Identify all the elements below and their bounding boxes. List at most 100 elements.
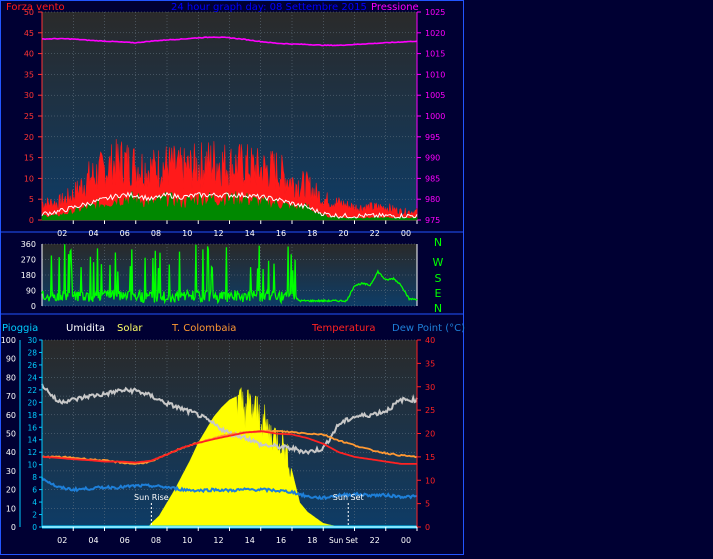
- compass-label-e: E: [435, 287, 442, 300]
- mid-tick-label: 14: [27, 436, 37, 445]
- temp-humidity-panel: 0102030405060708090100024681012141618202…: [1, 323, 465, 545]
- legend-label-3: T. Colombaia: [171, 323, 236, 334]
- temp-xtick-label: 02: [57, 536, 67, 545]
- mid-tick-label: 10: [27, 461, 37, 470]
- direction-tick-label: 0: [31, 302, 36, 311]
- wind-tick-label: 5: [29, 195, 34, 204]
- rain-tick-label: 0: [11, 523, 16, 532]
- pressure-tick-label: 990: [425, 154, 440, 163]
- rain-tick-label: 80: [6, 373, 16, 382]
- wind-xtick-label: 22: [370, 229, 380, 238]
- compass-label-n: N: [434, 236, 442, 249]
- dew-point-series: [41, 477, 418, 501]
- rain-tick-label: 10: [6, 504, 16, 513]
- wind-xtick-label: 12: [213, 229, 223, 238]
- temp-xtick-label: Sun Set: [329, 536, 358, 545]
- temp-tick-label: 5: [425, 500, 430, 509]
- pressure-tick-label: 1000: [425, 112, 445, 121]
- temp-xtick-label: 18: [307, 536, 317, 545]
- mid-tick-label: 26: [27, 361, 37, 370]
- wind-mean-line: [41, 191, 418, 219]
- mid-tick-label: 18: [27, 411, 37, 420]
- legend-label-2: Solar: [117, 323, 143, 334]
- temp-tick-label: 30: [425, 383, 435, 392]
- wind-tick-label: 40: [24, 50, 34, 59]
- mid-tick-label: 6: [32, 486, 37, 495]
- wind-xtick-label: 14: [245, 229, 255, 238]
- mid-tick-label: 30: [27, 336, 37, 345]
- wind-tick-label: 10: [24, 174, 34, 183]
- pressure-tick-label: 1025: [425, 8, 445, 17]
- temp-tick-label: 25: [425, 406, 435, 415]
- temp-tick-label: 20: [425, 430, 435, 439]
- pressure-series: [41, 36, 418, 47]
- pressure-label: Pressione: [371, 2, 419, 13]
- wind-xtick-label: 10: [182, 229, 192, 238]
- temp-tick-label: 0: [425, 523, 430, 532]
- temp-xtick-label: 16: [276, 536, 286, 545]
- rain-tick-label: 60: [6, 411, 16, 420]
- temp-xtick-label: 22: [370, 536, 380, 545]
- mid-tick-label: 20: [27, 398, 37, 407]
- rain-tick-label: 50: [6, 430, 16, 439]
- wind-tick-label: 35: [24, 70, 34, 79]
- mid-tick-label: 2: [32, 511, 37, 520]
- wind-tick-label: 15: [24, 154, 34, 163]
- direction-tick-label: 180: [21, 271, 36, 280]
- wind-tick-label: 20: [24, 133, 34, 142]
- pressure-tick-label: 975: [425, 216, 440, 225]
- wind-tick-label: 0: [29, 216, 34, 225]
- rain-tick-label: 40: [6, 448, 16, 457]
- rain-tick-label: 20: [6, 486, 16, 495]
- mid-tick-label: 8: [32, 473, 37, 482]
- temp-xtick-label: 08: [151, 536, 161, 545]
- direction-tick-label: 360: [21, 240, 36, 249]
- compass-label-w: W: [433, 256, 444, 269]
- pressure-tick-label: 1005: [425, 91, 445, 100]
- wind-xtick-label: 00: [401, 229, 411, 238]
- direction-tick-label: 270: [21, 256, 36, 265]
- mid-tick-label: 0: [32, 523, 37, 532]
- sun-set-label: Sun Set: [333, 493, 364, 502]
- temp-xtick-label: 00: [401, 536, 411, 545]
- wind-xtick-label: 04: [88, 229, 98, 238]
- pressure-tick-label: 995: [425, 133, 440, 142]
- wind-tick-label: 45: [24, 29, 34, 38]
- rain-tick-label: 90: [6, 355, 16, 364]
- wind-xtick-label: 18: [307, 229, 317, 238]
- temp-tick-label: 35: [425, 359, 435, 368]
- temp-xtick-label: 06: [120, 536, 130, 545]
- pressure-tick-label: 1015: [425, 50, 445, 59]
- legend-label-1: Umidita: [66, 323, 105, 334]
- wind-xtick-label: 20: [338, 229, 348, 238]
- temp-xtick-label: 14: [245, 536, 255, 545]
- wind-xtick-label: 16: [276, 229, 286, 238]
- wind-xtick-label: 06: [120, 229, 130, 238]
- legend-label-5: Dew Point (°C): [392, 323, 465, 334]
- temp-xtick-label: 04: [88, 536, 98, 545]
- sun-rise-label: Sun Rise: [134, 493, 169, 502]
- temp-xtick-label: 12: [213, 536, 223, 545]
- wind-label: Forza vento: [6, 2, 65, 13]
- mid-tick-label: 22: [27, 386, 37, 395]
- wind-tick-label: 50: [24, 8, 34, 17]
- mid-tick-label: 4: [32, 498, 37, 507]
- wind-tick-label: 25: [24, 112, 34, 121]
- mid-tick-label: 28: [27, 348, 37, 357]
- mid-tick-label: 24: [27, 373, 37, 382]
- compass-label-n: N: [434, 302, 442, 315]
- wind-pressure-panel: 0510152025303540455097598098599099510001…: [6, 2, 445, 238]
- mid-tick-label: 12: [27, 448, 37, 457]
- temperature-series: [41, 430, 417, 465]
- direction-tick-label: 90: [26, 287, 36, 296]
- t-colombaia-series: [41, 429, 418, 465]
- compass-label-s: S: [435, 272, 442, 285]
- temp-tick-label: 10: [425, 476, 435, 485]
- pressure-tick-label: 1010: [425, 70, 445, 79]
- legend-label-4: Temperatura: [311, 323, 376, 334]
- temp-tick-label: 40: [425, 336, 435, 345]
- temp-xtick-label: 10: [182, 536, 192, 545]
